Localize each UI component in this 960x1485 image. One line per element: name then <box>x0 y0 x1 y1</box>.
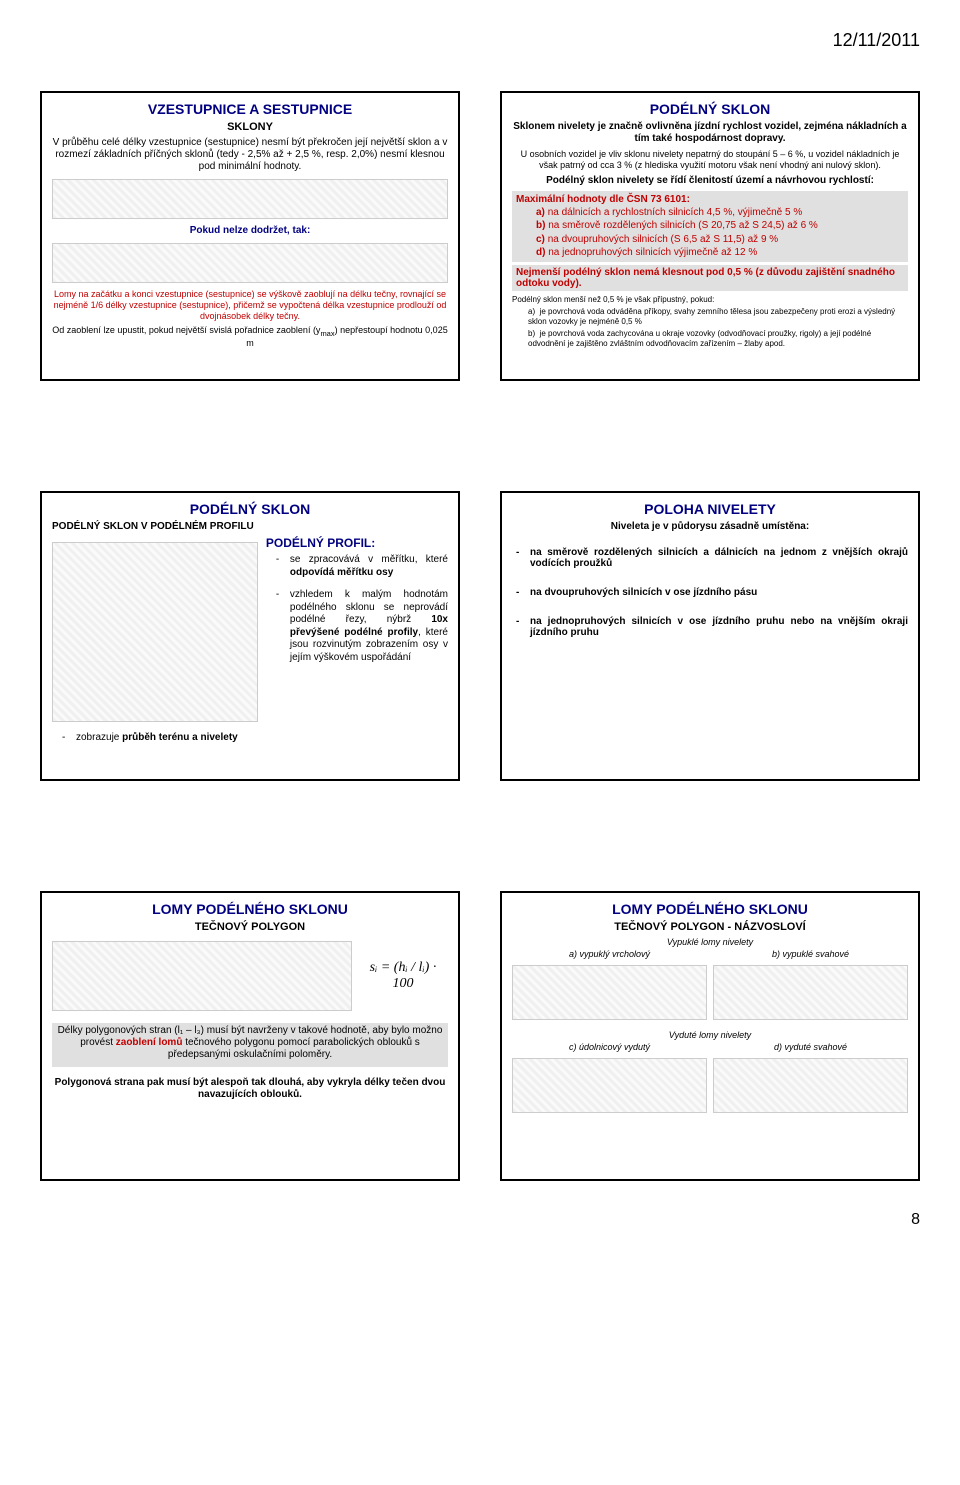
slide3-title: PODÉLNÝ SKLON <box>52 501 448 517</box>
page-date: 12/11/2011 <box>40 30 920 51</box>
slide-poloha-nivelety: POLOHA NIVELETY Niveleta je v půdorysu z… <box>500 491 920 781</box>
slide3-subtitle: PODÉLNÝ SKLON V PODÉLNÉM PROFILU <box>52 521 448 532</box>
slide1-diagram-top <box>52 179 448 219</box>
slide3-profile-title: PODÉLNÝ PROFIL: <box>266 536 448 551</box>
slide3-cols: PODÉLNÝ PROFIL: se zpracovává v měřítku,… <box>52 536 448 728</box>
slide1-note: Pokud nelze dodržet, tak: <box>52 225 448 237</box>
page-number: 8 <box>40 1211 920 1229</box>
slide3-li1: se zpracovává v měřítku, které odpovídá … <box>276 554 448 579</box>
slide6-label-c: c) údolnicový vydutý <box>512 1042 707 1052</box>
slide5-p2: Polygonová strana pak musí být alespoň t… <box>52 1077 448 1101</box>
slide5-diagram <box>52 941 352 1011</box>
row-1: VZESTUPNICE A SESTUPNICE SKLONY V průběh… <box>40 91 920 381</box>
slide2-foot-intro: Podélný sklon menší než 0,5 % je však př… <box>512 295 908 305</box>
slide2-max-header: Maximální hodnoty dle ČSN 73 6101: <box>516 193 904 206</box>
slide2-min-box: Nejmenší podélný sklon nemá klesnout pod… <box>512 265 908 291</box>
slide2-max-box: Maximální hodnoty dle ČSN 73 6101: a) na… <box>512 191 908 262</box>
slide6-title: LOMY PODÉLNÉHO SKLONU <box>512 901 908 917</box>
slide2-p3: Podélný sklon nivelety se řídí členitost… <box>512 175 908 187</box>
row-2: PODÉLNÝ SKLON PODÉLNÝ SKLON V PODÉLNÉM P… <box>40 491 920 781</box>
slide6-label-a: a) vypuklý vrcholový <box>512 949 707 959</box>
slide4-title: POLOHA NIVELETY <box>512 501 908 517</box>
slide4-li1: na směrově rozdělených silnicích a dálni… <box>516 547 908 569</box>
slide5-title: LOMY PODÉLNÉHO SKLONU <box>52 901 448 917</box>
slide1-subtitle: SKLONY <box>52 121 448 133</box>
slide1-diagram-bottom <box>52 243 448 283</box>
slide-vzestupnice: VZESTUPNICE A SESTUPNICE SKLONY V průběh… <box>40 91 460 381</box>
slide6-diag-d <box>713 1058 908 1113</box>
slide6-cap-bot: Vyduté lomy nivelety <box>512 1030 908 1040</box>
slide6-cap-top: Vypuklé lomy nivelety <box>512 937 908 947</box>
slide5-subtitle: TEČNOVÝ POLYGON <box>52 921 448 933</box>
slide2-title: PODÉLNÝ SKLON <box>512 101 908 117</box>
slide4-intro: Niveleta je v půdorysu zásadně umístěna: <box>512 521 908 533</box>
slide6-label-d: d) vyduté svahové <box>713 1042 908 1052</box>
slide-lomy-2: LOMY PODÉLNÉHO SKLONU TEČNOVÝ POLYGON - … <box>500 891 920 1181</box>
slide6-label-b: b) vypuklé svahové <box>713 949 908 959</box>
slide6-diag-b <box>713 965 908 1020</box>
slide-podelny-sklon-1: PODÉLNÝ SKLON Sklonem nivelety je značně… <box>500 91 920 381</box>
slide4-li3: na jednopruhových silnicích v ose jízdní… <box>516 616 908 638</box>
slide5-formula: sᵢ = (hᵢ / lᵢ) · 100 <box>358 960 448 992</box>
slide2-foot-a: a) je povrchová voda odváděna příkopy, s… <box>512 307 908 326</box>
slide3-diagram <box>52 536 258 728</box>
slide1-title: VZESTUPNICE A SESTUPNICE <box>52 101 448 117</box>
slide6-subtitle: TEČNOVÝ POLYGON - NÁZVOSLOVÍ <box>512 921 908 933</box>
slide1-p3: Od zaoblení lze upustit, pokud největší … <box>52 325 448 349</box>
slide2-foot-b: b) je povrchová voda zachycována u okraj… <box>512 329 908 348</box>
slide4-li2: na dvoupruhových silnicích v ose jízdníh… <box>516 587 908 598</box>
slide6-diag-c <box>512 1058 707 1113</box>
slide3-li2: vzhledem k malým hodnotám podélného sklo… <box>276 589 448 664</box>
slide2-list: a) na dálnicích a rychlostních silnicích… <box>516 206 904 260</box>
slide-podelny-sklon-2: PODÉLNÝ SKLON PODÉLNÝ SKLON V PODÉLNÉM P… <box>40 491 460 781</box>
slide3-text: PODÉLNÝ PROFIL: se zpracovává v měřítku,… <box>266 536 448 728</box>
row-3: LOMY PODÉLNÉHO SKLONU TEČNOVÝ POLYGON sᵢ… <box>40 891 920 1181</box>
slide-lomy-1: LOMY PODÉLNÉHO SKLONU TEČNOVÝ POLYGON sᵢ… <box>40 891 460 1181</box>
slide3-li3: zobrazuje průběh terénu a nivelety <box>62 732 448 743</box>
slide1-p1: V průběhu celé délky vzestupnice (sestup… <box>52 137 448 173</box>
slide2-p1: Sklonem nivelety je značně ovlivněna jíz… <box>512 121 908 145</box>
slide1-p2: Lomy na začátku a konci vzestupnice (ses… <box>52 289 448 321</box>
slide2-p2: U osobních vozidel je vliv sklonu nivele… <box>512 149 908 171</box>
slide5-highlight: Délky polygonových stran (l₁ – l₃) musí … <box>52 1023 448 1067</box>
slide6-diag-a <box>512 965 707 1020</box>
